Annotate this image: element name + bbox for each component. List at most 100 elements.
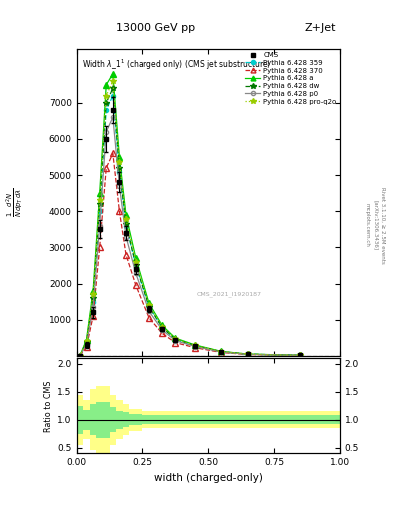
Line: Pythia 6.428 pro-q2o: Pythia 6.428 pro-q2o [77,78,303,358]
Pythia 6.428 dw [193,343,198,349]
Pythia 6.428 370 [97,244,102,250]
Pythia 6.428 359 [97,208,102,215]
Pythia 6.428 dw [160,325,165,331]
Text: CMS_2021_I1920187: CMS_2021_I1920187 [197,291,262,297]
Pythia 6.428 a [124,212,129,218]
Pythia 6.428 370 [77,353,82,359]
Pythia 6.428 a [84,336,89,343]
Pythia 6.428 dw [117,165,122,171]
Line: Pythia 6.428 359: Pythia 6.428 359 [78,94,303,358]
Pythia 6.428 pro-q2o [160,324,165,330]
Pythia 6.428 pro-q2o [298,352,303,358]
Pythia 6.428 dw [104,100,108,106]
Pythia 6.428 359 [147,304,151,310]
Pythia 6.428 370 [173,339,178,346]
Line: Pythia 6.428 p0: Pythia 6.428 p0 [78,115,303,358]
Text: mcplots.cern.ch: mcplots.cern.ch [365,203,370,247]
Pythia 6.428 dw [246,351,250,357]
Line: Pythia 6.428 370: Pythia 6.428 370 [77,151,303,358]
Pythia 6.428 dw [84,339,89,345]
Pythia 6.428 a [104,82,108,88]
Pythia 6.428 359 [193,343,198,349]
Pythia 6.428 p0 [124,233,129,240]
Pythia 6.428 p0 [219,349,224,355]
Pythia 6.428 370 [91,313,95,319]
Pythia 6.428 pro-q2o [134,259,138,265]
Pythia 6.428 pro-q2o [77,353,82,359]
Pythia 6.428 370 [104,165,108,171]
Pythia 6.428 pro-q2o [104,93,108,99]
Pythia 6.428 p0 [97,223,102,229]
Pythia 6.428 359 [117,168,122,175]
Pythia 6.428 359 [91,298,95,305]
Y-axis label: Ratio to CMS: Ratio to CMS [44,380,53,432]
Pythia 6.428 359 [219,349,224,355]
Pythia 6.428 pro-q2o [91,291,95,297]
Text: Rivet 3.1.10, ≥ 2.5M events: Rivet 3.1.10, ≥ 2.5M events [381,187,386,264]
Pythia 6.428 dw [134,262,138,268]
Pythia 6.428 a [160,323,165,329]
Line: Pythia 6.428 a: Pythia 6.428 a [77,71,303,358]
Pythia 6.428 pro-q2o [246,351,250,357]
Pythia 6.428 pro-q2o [124,216,129,222]
Pythia 6.428 pro-q2o [84,337,89,344]
Pythia 6.428 359 [84,338,89,345]
Pythia 6.428 370 [298,352,303,358]
Pythia 6.428 a [147,301,151,307]
Pythia 6.428 359 [173,336,178,343]
Pythia 6.428 a [173,335,178,341]
Text: Z+Jet: Z+Jet [305,23,336,33]
Pythia 6.428 dw [298,352,303,358]
Pythia 6.428 a [97,190,102,196]
Pythia 6.428 p0 [110,114,115,120]
Pythia 6.428 p0 [91,304,95,310]
Pythia 6.428 p0 [134,270,138,276]
Pythia 6.428 p0 [147,308,151,314]
Text: $\frac{1}{N}\frac{d^2N}{dp_T\,d\lambda}$: $\frac{1}{N}\frac{d^2N}{dp_T\,d\lambda}$ [4,187,25,217]
Pythia 6.428 370 [110,151,115,157]
Pythia 6.428 pro-q2o [117,159,122,165]
Pythia 6.428 370 [134,282,138,288]
Pythia 6.428 pro-q2o [193,343,198,349]
Text: 13000 GeV pp: 13000 GeV pp [116,23,195,33]
Pythia 6.428 370 [84,344,89,350]
Pythia 6.428 p0 [84,341,89,347]
Pythia 6.428 pro-q2o [147,302,151,308]
Pythia 6.428 p0 [246,351,250,357]
Pythia 6.428 370 [124,251,129,258]
Pythia 6.428 p0 [104,129,108,135]
Pythia 6.428 p0 [160,327,165,333]
Pythia 6.428 p0 [298,352,303,358]
Pythia 6.428 370 [219,350,224,356]
Pythia 6.428 a [91,288,95,294]
Pythia 6.428 dw [110,86,115,92]
Pythia 6.428 359 [110,93,115,99]
Pythia 6.428 dw [147,304,151,310]
Pythia 6.428 359 [246,351,250,357]
Pythia 6.428 a [110,71,115,77]
Legend: CMS, Pythia 6.428 359, Pythia 6.428 370, Pythia 6.428 a, Pythia 6.428 dw, Pythia: CMS, Pythia 6.428 359, Pythia 6.428 370,… [244,51,338,106]
Pythia 6.428 370 [117,208,122,215]
Line: Pythia 6.428 dw: Pythia 6.428 dw [77,86,303,358]
Pythia 6.428 370 [193,345,198,351]
Pythia 6.428 pro-q2o [97,197,102,203]
Pythia 6.428 pro-q2o [219,349,224,355]
X-axis label: width (charged-only): width (charged-only) [154,473,263,482]
Pythia 6.428 dw [173,336,178,343]
Pythia 6.428 dw [97,201,102,207]
Text: Width $\lambda\_1^1$ (charged only) (CMS jet substructure): Width $\lambda\_1^1$ (charged only) (CMS… [82,58,271,72]
Pythia 6.428 a [193,342,198,348]
Pythia 6.428 359 [104,107,108,113]
Pythia 6.428 359 [134,263,138,269]
Pythia 6.428 p0 [193,344,198,350]
Pythia 6.428 359 [298,352,303,358]
Text: [arXiv:1306.3436]: [arXiv:1306.3436] [373,200,378,250]
Pythia 6.428 370 [160,330,165,336]
Pythia 6.428 dw [77,353,82,359]
Pythia 6.428 dw [91,295,95,301]
Pythia 6.428 p0 [77,353,82,359]
Pythia 6.428 359 [124,223,129,229]
Pythia 6.428 a [298,352,303,358]
Pythia 6.428 359 [77,353,82,359]
Pythia 6.428 dw [124,221,129,227]
